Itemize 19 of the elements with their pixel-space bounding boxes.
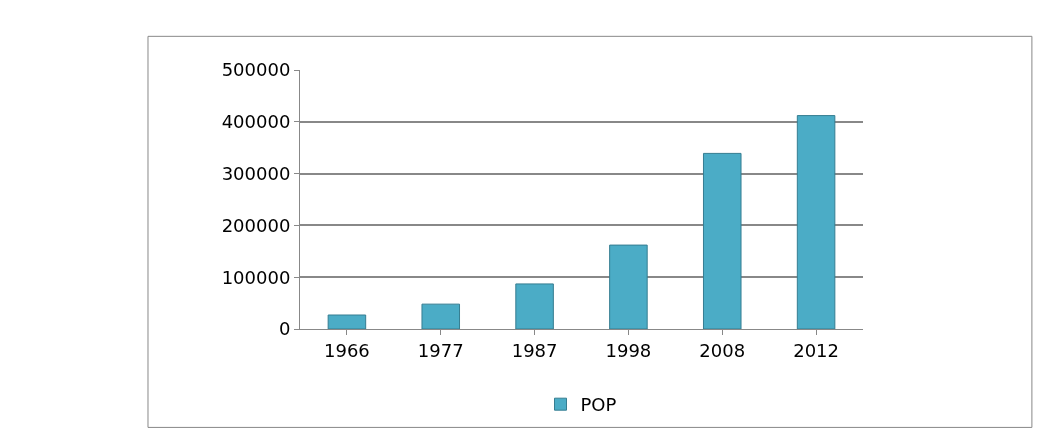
bar xyxy=(421,303,461,329)
y-tick-label: 0 xyxy=(278,318,291,340)
bar xyxy=(609,244,648,329)
y-tick-label: 100000 xyxy=(221,266,291,288)
y-tick-label: 500000 xyxy=(221,59,291,81)
y-tick-label: 400000 xyxy=(221,111,291,133)
y-tick-label: 300000 xyxy=(221,162,291,184)
bar xyxy=(515,283,554,329)
x-tick-label: 2012 xyxy=(793,339,839,361)
y-tick-label: 200000 xyxy=(221,214,291,236)
x-tick-label: 1977 xyxy=(417,339,464,361)
x-tick-label: 1966 xyxy=(324,339,370,361)
bar xyxy=(702,152,742,329)
x-tick-label: 1998 xyxy=(605,339,652,361)
x-tick-label: 1987 xyxy=(511,339,558,361)
bar xyxy=(327,314,367,329)
bar xyxy=(796,115,836,329)
x-tick-label: 2008 xyxy=(699,339,746,361)
legend-label: POP xyxy=(580,394,617,416)
